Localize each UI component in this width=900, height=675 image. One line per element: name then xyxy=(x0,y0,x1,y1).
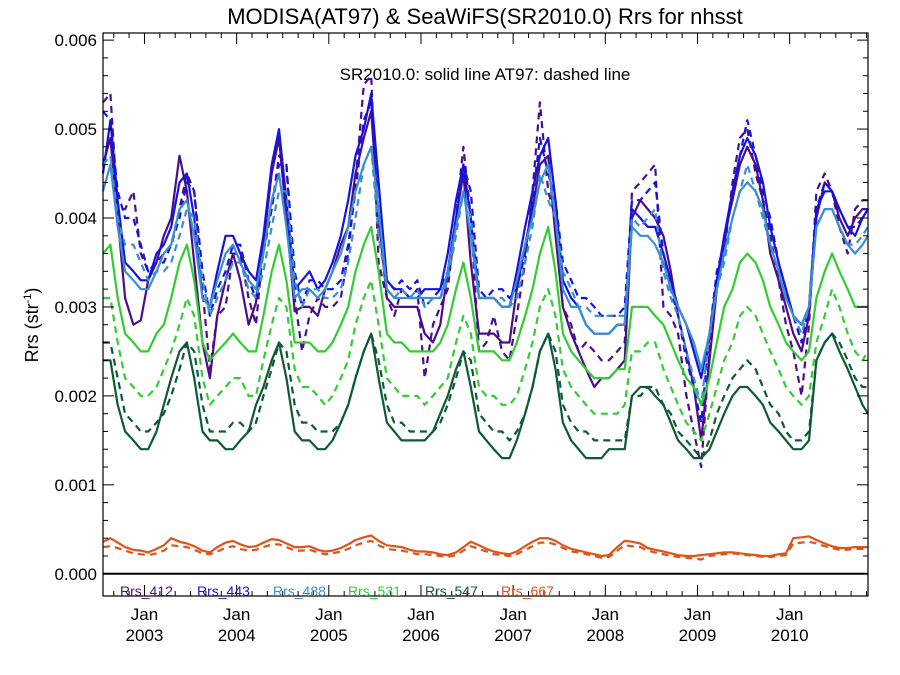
chart-title: MODISA(AT97) & SeaWiFS(SR2010.0) Rrs for… xyxy=(227,4,743,29)
x-tick-label-month: Jan xyxy=(684,605,711,624)
x-tick-label-year: 2004 xyxy=(218,626,256,645)
series-layer xyxy=(101,74,869,561)
x-tick-label-month: Jan xyxy=(315,605,342,624)
x-tick-label-year: 2009 xyxy=(679,626,717,645)
legend-item-rrs-667: Rrs_667 xyxy=(501,583,554,599)
series-line-rrs-547-dashed xyxy=(103,332,868,460)
y-tick-label: 0.001 xyxy=(54,476,97,495)
series-line-rrs-412-dashed xyxy=(102,74,868,469)
legend: Rrs_412 Rrs_443 Rrs_488 Rrs_531 Rrs_547 Rrs_6… xyxy=(120,583,554,599)
x-tick-label-month: Jan xyxy=(592,605,619,624)
x-tick-label-month: Jan xyxy=(223,605,250,624)
legend-item-rrs-531: Rrs_531 xyxy=(348,583,401,599)
y-axis-label-superscript: -1 xyxy=(22,294,34,304)
y-tick-label: 0.003 xyxy=(54,298,97,317)
series-line-rrs-443-solid xyxy=(101,92,869,380)
y-axis-label: Rrs (str-1) xyxy=(22,288,42,363)
series-line-rrs-531-dashed xyxy=(103,279,869,442)
series-line-rrs-667-dashed xyxy=(102,539,868,561)
x-tick-label-month: Jan xyxy=(131,605,158,624)
series-line-rrs-443-dashed xyxy=(102,101,869,424)
x-tick-label-month: Jan xyxy=(407,605,434,624)
line-style-annotation: SR2010.0: solid line AT97: dashed line xyxy=(340,65,631,84)
x-tick-label-year: 2005 xyxy=(310,626,348,645)
legend-item-rrs-443: Rrs_443 xyxy=(197,583,250,599)
series-line-rrs-488-solid xyxy=(101,145,869,371)
series-line-rrs-412-solid xyxy=(101,110,868,442)
y-axis-label-base: Rrs (str xyxy=(22,303,42,362)
legend-item-rrs-547: Rrs_547 xyxy=(425,583,478,599)
series-line-rrs-531-solid xyxy=(102,225,868,406)
series-line-rrs-667-solid xyxy=(102,534,868,558)
legend-item-rrs-488: Rrs_488 xyxy=(273,583,326,599)
y-tick-label: 0.004 xyxy=(54,209,97,228)
series-line-rrs-488-dashed xyxy=(102,145,869,406)
x-tick-label-year: 2010 xyxy=(771,626,809,645)
y-tick-label: 0.000 xyxy=(54,565,97,584)
x-tick-label-year: 2006 xyxy=(402,626,440,645)
x-tick-label-month: Jan xyxy=(776,605,803,624)
y-tick-label: 0.002 xyxy=(54,387,97,406)
x-tick-label-year: 2008 xyxy=(586,626,624,645)
axes-layer: 0.000 0.001 0.002 0.003 0.004 0.005 0.006 Jan 20… xyxy=(54,31,869,645)
series-line-rrs-547-solid xyxy=(103,332,869,460)
legend-item-rrs-412: Rrs_412 xyxy=(120,583,173,599)
x-tick-label-month: Jan xyxy=(499,605,526,624)
x-tick-label-year: 2007 xyxy=(494,626,532,645)
y-axis-label-end: ) xyxy=(22,288,42,294)
y-tick-label: 0.005 xyxy=(54,120,97,139)
y-tick-label: 0.006 xyxy=(54,31,97,50)
plot-frame xyxy=(102,32,869,597)
x-tick-label-year: 2003 xyxy=(126,626,164,645)
